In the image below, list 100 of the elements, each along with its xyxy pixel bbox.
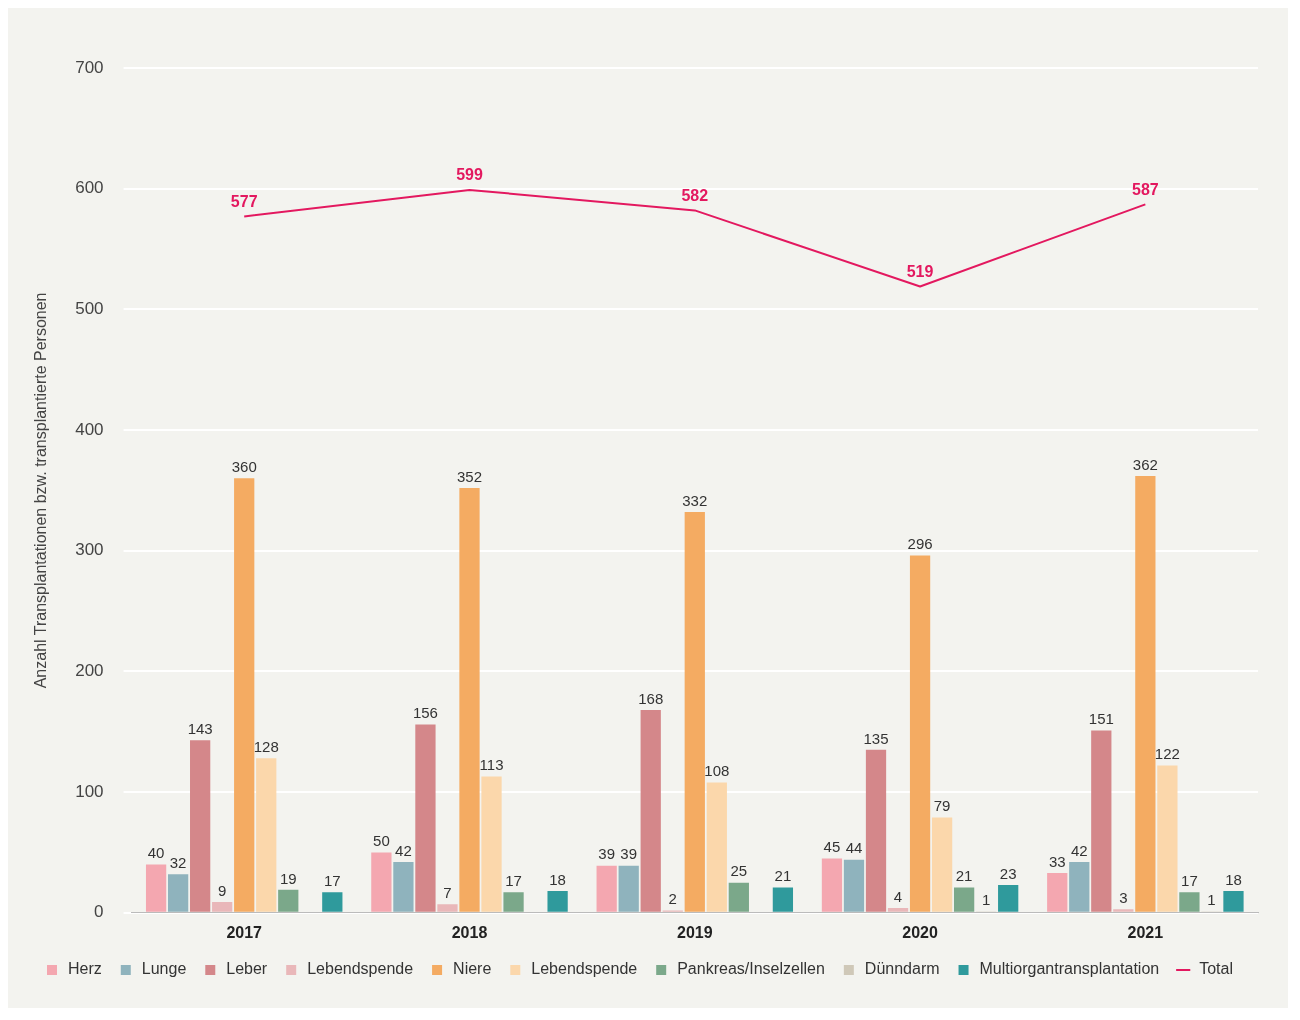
bar	[706, 782, 727, 912]
bar	[618, 865, 639, 912]
data-label: 1	[981, 891, 991, 909]
x-tick-label: 2020	[902, 923, 938, 941]
y-tick-label: 200	[75, 661, 104, 681]
bar	[415, 724, 436, 912]
data-label: 352	[456, 467, 483, 485]
data-label: 362	[1132, 455, 1158, 473]
bar	[1179, 892, 1200, 912]
bar	[256, 758, 277, 912]
legend-label: Lebendspende	[307, 960, 414, 978]
data-label: 32	[169, 853, 187, 871]
bar	[865, 749, 887, 912]
bar	[278, 889, 299, 912]
legend-label: Total	[1199, 960, 1233, 978]
y-tick-label: 600	[75, 178, 104, 198]
bar	[167, 874, 189, 912]
data-label: 360	[231, 457, 257, 475]
bar	[371, 852, 392, 912]
x-tick-label: 2017	[226, 923, 263, 941]
y-tick-label: 500	[75, 299, 104, 319]
data-label: 7	[443, 883, 452, 901]
data-label: 587	[1132, 180, 1159, 198]
bar	[1135, 475, 1156, 912]
legend-label: Multiorgantransplantation	[979, 960, 1160, 978]
bar	[772, 887, 794, 912]
data-label: 19	[279, 869, 297, 887]
data-label: 39	[620, 845, 638, 863]
data-label: 4	[893, 887, 903, 905]
bar	[909, 555, 931, 912]
bar	[547, 891, 568, 912]
legend-label: Pankreas/Inselzellen	[677, 960, 825, 978]
y-axis-title: Anzahl Transplantationen bzw. transplantierte Personen	[32, 292, 50, 689]
data-label: 128	[253, 737, 279, 755]
legend-label: Dünndarm	[864, 960, 940, 978]
data-label: 18	[549, 870, 566, 888]
data-label: 168	[638, 689, 664, 707]
data-label: 17	[323, 871, 341, 889]
bar	[1157, 765, 1178, 912]
y-tick-label: 100	[75, 781, 104, 801]
bar	[887, 907, 909, 912]
data-label: 108	[704, 762, 730, 780]
data-label: 1	[1207, 891, 1216, 909]
data-label: 39	[598, 845, 616, 863]
bar	[953, 887, 975, 912]
bar	[145, 864, 167, 912]
data-label: 135	[863, 729, 889, 747]
data-label: 17	[505, 871, 522, 889]
y-tick-label: 0	[94, 902, 104, 922]
data-label: 143	[187, 719, 213, 737]
data-label: 44	[845, 839, 863, 857]
data-label: 599	[456, 166, 483, 184]
bar	[190, 740, 211, 912]
data-label: 21	[774, 867, 792, 885]
data-label: 33	[1048, 852, 1066, 870]
bar	[459, 487, 480, 912]
bar	[640, 710, 661, 912]
data-label: 296	[907, 535, 933, 553]
data-label: 113	[479, 756, 504, 774]
bar	[393, 862, 414, 912]
bar	[821, 858, 843, 912]
data-label: 122	[1154, 745, 1180, 763]
bar	[1047, 872, 1068, 912]
data-label: 42	[1070, 841, 1088, 859]
data-label: 582	[681, 186, 709, 204]
y-tick-label: 300	[75, 540, 104, 560]
bar	[1069, 862, 1090, 912]
data-label: 17	[1181, 871, 1198, 889]
bar	[437, 904, 458, 912]
x-tick-label: 2021	[1127, 923, 1164, 941]
data-label: 151	[1088, 710, 1114, 728]
data-label: 577	[230, 192, 258, 210]
data-label: 23	[999, 864, 1017, 882]
bar	[1091, 730, 1112, 912]
bar	[1113, 909, 1134, 912]
legend-label: Leber	[226, 960, 268, 978]
bar	[998, 885, 1019, 912]
bar	[596, 865, 617, 912]
legend-label: Lunge	[141, 960, 187, 978]
data-label: 3	[1119, 888, 1128, 906]
data-label: 156	[412, 704, 438, 722]
data-label: 9	[218, 881, 227, 899]
data-label: 50	[373, 832, 390, 850]
legend-label: Herz	[68, 960, 102, 978]
bar	[234, 478, 255, 912]
data-label: 42	[395, 841, 412, 859]
bar	[684, 512, 705, 912]
data-label: 79	[933, 797, 951, 815]
bar	[843, 859, 865, 912]
data-label: 21	[955, 867, 973, 885]
data-label: 45	[823, 838, 841, 856]
data-label: 18	[1225, 870, 1242, 888]
legend-label: Lebendspende	[531, 960, 638, 978]
y-tick-label: 700	[75, 57, 104, 77]
bar	[481, 776, 502, 912]
x-tick-label: 2018	[451, 923, 488, 941]
data-label: 40	[147, 844, 165, 862]
data-label: 25	[730, 862, 748, 880]
data-label: 519	[906, 262, 934, 280]
bar	[1223, 891, 1244, 912]
